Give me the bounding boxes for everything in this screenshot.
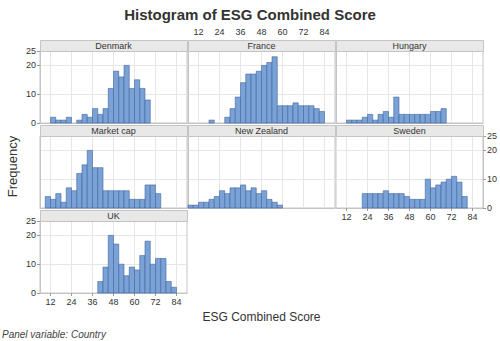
svg-text:24: 24 (66, 297, 76, 307)
svg-text:10: 10 (487, 174, 497, 184)
svg-text:20: 20 (26, 230, 36, 240)
svg-text:New Zealand: New Zealand (235, 126, 288, 136)
svg-text:48: 48 (404, 212, 414, 222)
svg-text:12: 12 (45, 297, 55, 307)
svg-text:0: 0 (31, 288, 36, 298)
svg-text:48: 48 (256, 27, 266, 37)
svg-text:10: 10 (26, 259, 36, 269)
svg-text:60: 60 (277, 27, 287, 37)
svg-text:20: 20 (487, 145, 497, 155)
svg-text:12: 12 (193, 27, 203, 37)
svg-text:Frequency: Frequency (5, 135, 20, 197)
svg-text:Histogram of ESG Combined Scor: Histogram of ESG Combined Score (124, 6, 376, 23)
svg-text:72: 72 (150, 297, 160, 307)
svg-text:25: 25 (487, 131, 497, 141)
svg-text:12: 12 (341, 212, 351, 222)
svg-text:72: 72 (298, 27, 308, 37)
svg-text:60: 60 (425, 212, 435, 222)
svg-text:10: 10 (26, 89, 36, 99)
svg-text:60: 60 (129, 297, 139, 307)
svg-text:84: 84 (319, 27, 329, 37)
svg-text:Panel variable: Country: Panel variable: Country (2, 329, 107, 340)
svg-text:48: 48 (108, 297, 118, 307)
svg-text:25: 25 (26, 46, 36, 56)
svg-text:72: 72 (446, 212, 456, 222)
svg-text:24: 24 (214, 27, 224, 37)
svg-text:ESG Combined Score: ESG Combined Score (202, 310, 320, 324)
svg-text:25: 25 (26, 216, 36, 226)
svg-text:UK: UK (107, 211, 120, 221)
svg-text:36: 36 (87, 297, 97, 307)
svg-text:0: 0 (31, 118, 36, 128)
svg-text:20: 20 (26, 60, 36, 70)
svg-text:Market cap: Market cap (91, 126, 136, 136)
svg-text:Denmark: Denmark (95, 41, 132, 51)
svg-text:84: 84 (171, 297, 181, 307)
svg-text:84: 84 (467, 212, 477, 222)
svg-text:France: France (247, 41, 275, 51)
svg-text:Sweden: Sweden (393, 126, 426, 136)
svg-text:0: 0 (487, 203, 492, 213)
svg-text:Hungary: Hungary (392, 41, 427, 51)
svg-text:24: 24 (362, 212, 372, 222)
svg-text:36: 36 (383, 212, 393, 222)
svg-text:36: 36 (235, 27, 245, 37)
